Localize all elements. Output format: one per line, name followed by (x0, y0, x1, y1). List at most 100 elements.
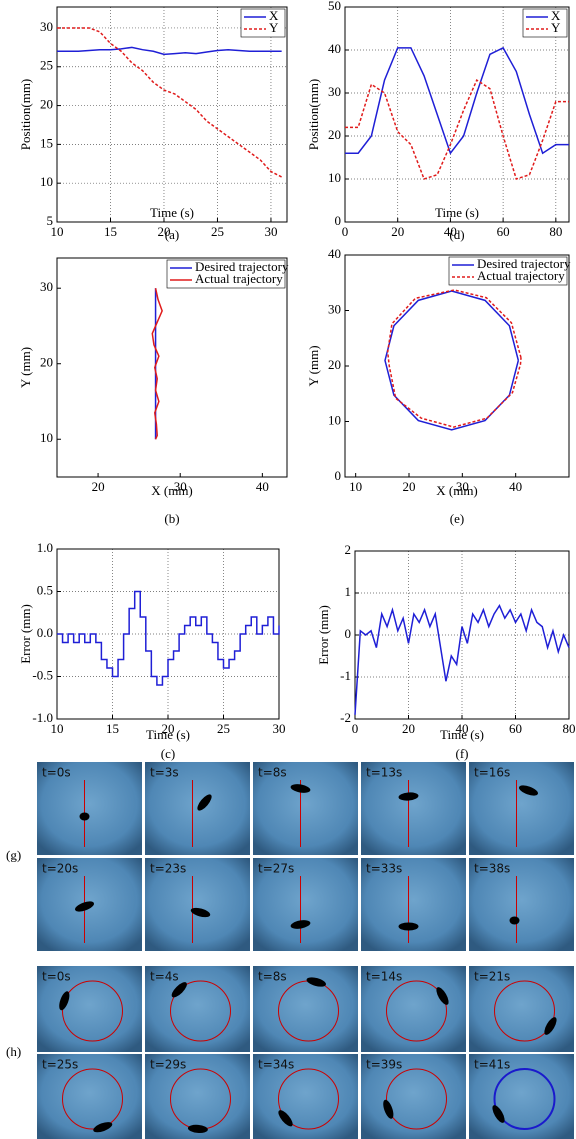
robot (544, 1017, 557, 1035)
y-axis-label: Position(mm) (18, 79, 33, 151)
video-frame (253, 1054, 358, 1139)
video-frame (361, 966, 466, 1052)
y-tick-label: 20 (40, 97, 53, 112)
x-axis-label: Time (s) (150, 205, 194, 220)
x-tick-label: 40 (456, 721, 469, 736)
target-circle (386, 1068, 447, 1130)
caption: (b) (164, 511, 179, 526)
frame-label: t=39s (366, 1058, 402, 1072)
x-tick-label: 80 (563, 721, 576, 736)
caption: (a) (165, 227, 179, 242)
x-tick-label: 15 (104, 224, 117, 239)
y-tick-label: 2 (345, 542, 352, 557)
video-frame (253, 762, 358, 855)
robot (509, 916, 520, 925)
frame-label: t=21s (474, 970, 510, 984)
legend-label: X (551, 8, 561, 23)
x-tick-label: 30 (264, 224, 277, 239)
plot-frame (56, 257, 288, 478)
caption: (e) (450, 511, 464, 526)
y-axis-label: Y (mm) (306, 345, 321, 386)
data-line (384, 290, 520, 431)
data-line (354, 603, 570, 715)
legend-box (166, 259, 286, 289)
y-axis-label: Position(mm) (306, 79, 321, 151)
video-frame (145, 858, 250, 951)
frame-label: t=4s (150, 970, 179, 984)
robot (306, 977, 326, 987)
robot (187, 1124, 208, 1133)
caption: (f) (456, 746, 469, 761)
legend-label: Desired trajectory (477, 256, 571, 271)
video-frame (37, 966, 142, 1052)
x-tick-label: 25 (211, 224, 224, 239)
y-tick-label: 10 (40, 430, 53, 445)
y-tick-label: 0.5 (37, 582, 53, 597)
frame-label: t=16s (474, 766, 510, 780)
video-frame (469, 966, 574, 1052)
target-circle (62, 1068, 123, 1130)
y-tick-label: 10 (40, 174, 53, 189)
y-tick-label: 30 (328, 84, 341, 99)
target-circle (278, 1068, 339, 1130)
x-tick-label: 60 (497, 224, 510, 239)
y-tick-label: 30 (40, 19, 53, 34)
frame-label: t=41s (474, 1058, 510, 1072)
robot (290, 784, 311, 793)
target-circle (386, 980, 447, 1042)
legend-label: Y (551, 20, 561, 35)
robot (79, 812, 90, 821)
frame-label: t=34s (258, 1058, 294, 1072)
robot (59, 991, 70, 1011)
robot (93, 1122, 113, 1133)
y-axis-label: Error (mm) (316, 605, 331, 665)
frame-label: t=8s (258, 766, 287, 780)
video-frame (361, 1054, 466, 1139)
data-line (151, 288, 163, 440)
y-tick-label: 5 (47, 213, 54, 228)
x-axis-label: Time (s) (146, 727, 190, 742)
y-tick-label: 20 (328, 127, 341, 142)
video-frame (361, 858, 466, 951)
data-line (57, 46, 282, 56)
data-line (345, 46, 569, 155)
y-tick-label: 0 (335, 213, 342, 228)
plot-frame (344, 254, 570, 478)
robot (190, 907, 211, 918)
x-axis-label: Time (s) (440, 727, 484, 742)
x-tick-label: 20 (92, 479, 105, 494)
target-circle (170, 980, 231, 1042)
x-tick-label: 30 (273, 721, 286, 736)
x-tick-label: 10 (51, 721, 64, 736)
legend-label: Actual trajectory (195, 271, 283, 286)
frame-label: t=38s (474, 862, 510, 876)
data-line (386, 289, 522, 428)
data-line (57, 590, 280, 686)
legend-label: Desired trajectory (195, 259, 289, 274)
y-tick-label: 0 (335, 468, 342, 483)
frame-label: t=25s (42, 1058, 78, 1072)
robot (519, 785, 538, 796)
x-tick-label: 40 (256, 479, 269, 494)
trace (493, 1068, 556, 1130)
x-axis-label: Time (s) (435, 205, 479, 220)
y-tick-label: -1.0 (32, 710, 53, 725)
y-tick-label: 15 (40, 135, 53, 150)
y-tick-label: 10 (328, 412, 341, 427)
y-tick-label: 50 (328, 0, 341, 13)
legend-box (240, 8, 286, 38)
y-axis-label: Error (mm) (18, 604, 33, 664)
frame-label: t=14s (366, 970, 402, 984)
x-tick-label: 0 (352, 721, 359, 736)
video-frame (469, 762, 574, 855)
y-tick-label: 1.0 (37, 540, 53, 555)
x-tick-label: 20 (391, 224, 404, 239)
x-axis-label: X (mm) (151, 483, 193, 498)
x-tick-label: 40 (509, 479, 522, 494)
plot-frame (344, 6, 570, 223)
plot-frame (56, 6, 288, 223)
x-tick-label: 20 (403, 479, 416, 494)
video-frame (361, 762, 466, 855)
target-circle (494, 980, 555, 1042)
